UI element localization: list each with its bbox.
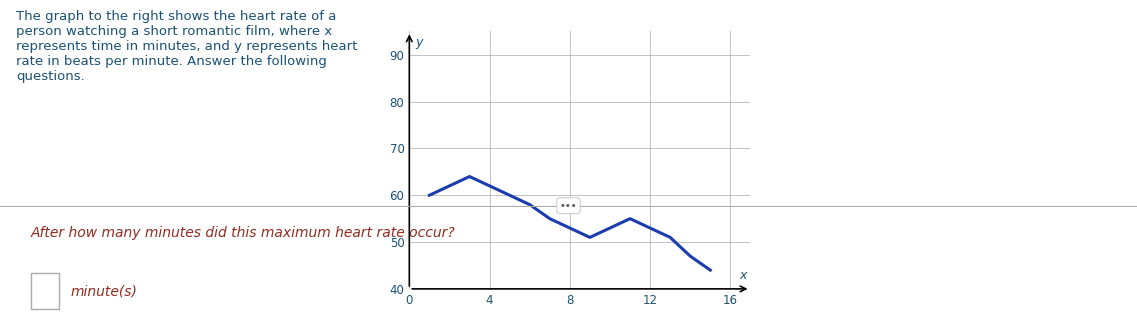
Text: y: y <box>415 36 423 49</box>
Text: minute(s): minute(s) <box>70 284 138 298</box>
FancyBboxPatch shape <box>31 273 59 309</box>
Text: After how many minutes did this maximum heart rate occur?: After how many minutes did this maximum … <box>31 226 456 240</box>
Text: x: x <box>739 269 746 282</box>
Text: •••: ••• <box>559 201 578 211</box>
Text: The graph to the right shows the heart rate of a
person watching a short romanti: The graph to the right shows the heart r… <box>16 10 357 83</box>
